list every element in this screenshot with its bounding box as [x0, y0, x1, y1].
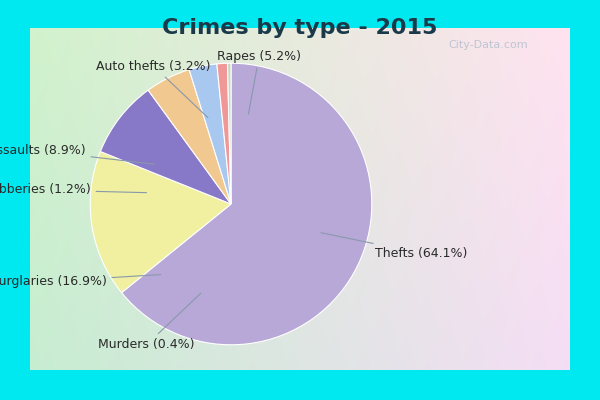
- Text: Rapes (5.2%): Rapes (5.2%): [217, 50, 301, 114]
- Wedge shape: [189, 64, 231, 204]
- Text: Robberies (1.2%): Robberies (1.2%): [0, 184, 146, 196]
- Wedge shape: [122, 63, 372, 345]
- Text: Thefts (64.1%): Thefts (64.1%): [321, 233, 467, 260]
- Text: Burglaries (16.9%): Burglaries (16.9%): [0, 274, 161, 288]
- Wedge shape: [227, 63, 231, 204]
- Text: Crimes by type - 2015: Crimes by type - 2015: [163, 18, 437, 38]
- Wedge shape: [217, 63, 231, 204]
- Text: City-Data.com: City-Data.com: [448, 40, 528, 50]
- Text: Auto thefts (3.2%): Auto thefts (3.2%): [97, 60, 211, 118]
- Text: Assaults (8.9%): Assaults (8.9%): [0, 144, 155, 164]
- Wedge shape: [100, 90, 231, 204]
- Text: Murders (0.4%): Murders (0.4%): [98, 293, 201, 351]
- Wedge shape: [90, 152, 231, 293]
- Wedge shape: [148, 70, 231, 204]
